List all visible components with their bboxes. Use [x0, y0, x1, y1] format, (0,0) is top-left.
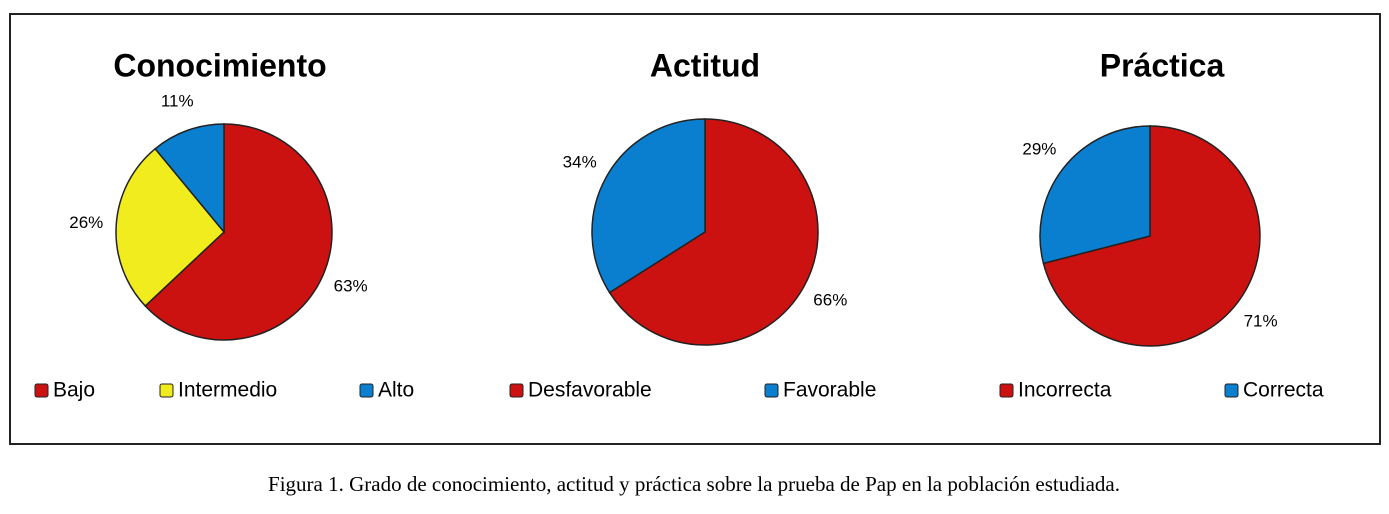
- caption: Figura 1. Grado de conocimiento, actitud…: [268, 472, 1120, 496]
- pie-slice: [115, 147, 226, 307]
- legend-label: Bajo: [53, 379, 95, 402]
- legend-swatch: [509, 383, 524, 398]
- chart-title: Conocimiento: [113, 47, 326, 83]
- legend-swatch: [359, 383, 374, 398]
- legend-swatch: [999, 383, 1014, 398]
- slice-label: 63%: [334, 276, 368, 295]
- slice-label: 29%: [1022, 140, 1056, 159]
- slice-label: 66%: [813, 290, 847, 309]
- pie-slice: [1042, 125, 1261, 347]
- pie-slice: [608, 118, 819, 346]
- chart-title: Práctica: [1100, 47, 1225, 83]
- legend-swatch: [764, 383, 779, 398]
- pie-slice: [1039, 125, 1151, 265]
- slice-label: 34%: [563, 153, 597, 172]
- legend-label: Favorable: [783, 379, 876, 402]
- chart-title: Actitud: [650, 47, 760, 83]
- legend-label: Intermedio: [178, 379, 277, 402]
- legend-swatch: [159, 383, 174, 398]
- slice-label: 26%: [69, 213, 103, 232]
- pie-slice: [591, 118, 706, 294]
- legend-swatch: [34, 383, 49, 398]
- legend-label: Desfavorable: [528, 379, 652, 402]
- slice-label: 11%: [161, 92, 194, 111]
- slice-label: 71%: [1244, 311, 1278, 330]
- pie-slice: [144, 123, 333, 341]
- legend-swatch: [1224, 383, 1239, 398]
- legend-label: Incorrecta: [1018, 379, 1112, 402]
- pie-slice: [154, 123, 225, 235]
- legend-label: Correcta: [1243, 379, 1324, 402]
- legend-label: Alto: [378, 379, 414, 402]
